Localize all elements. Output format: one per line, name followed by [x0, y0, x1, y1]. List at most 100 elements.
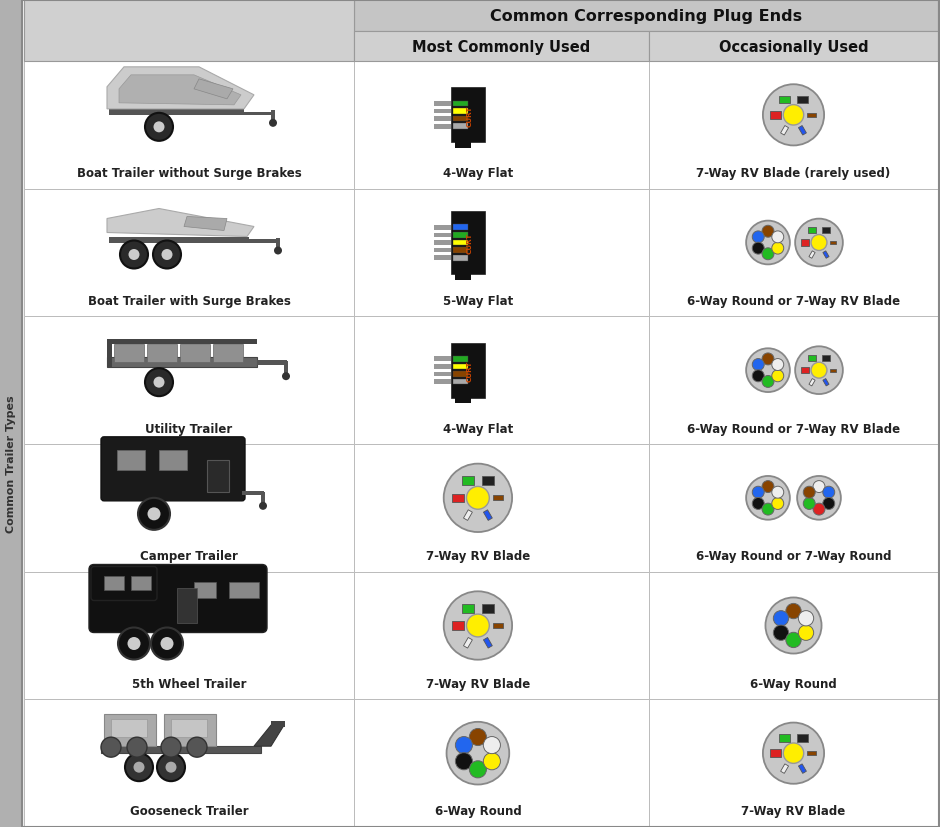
Circle shape: [762, 376, 774, 388]
Circle shape: [161, 638, 174, 650]
Text: 5th Wheel Trailer: 5th Wheel Trailer: [132, 677, 246, 690]
Circle shape: [772, 370, 784, 382]
Circle shape: [822, 486, 835, 499]
Bar: [649, 444, 938, 572]
Bar: [207, 461, 229, 492]
Polygon shape: [462, 605, 474, 613]
Bar: [354, 444, 649, 572]
Text: 6-Way Round or 7-Way RV Blade: 6-Way Round or 7-Way RV Blade: [687, 294, 901, 308]
Circle shape: [772, 359, 784, 371]
Circle shape: [746, 222, 790, 265]
Polygon shape: [809, 379, 815, 386]
Circle shape: [752, 243, 764, 255]
Polygon shape: [463, 638, 473, 648]
Polygon shape: [254, 725, 284, 746]
Circle shape: [762, 353, 774, 366]
Polygon shape: [779, 734, 791, 742]
Bar: [453, 225, 468, 231]
Polygon shape: [809, 251, 815, 259]
Bar: [354, 189, 649, 317]
Circle shape: [797, 476, 841, 520]
Text: 6-Way Round: 6-Way Round: [750, 677, 837, 690]
Bar: [171, 719, 207, 738]
Circle shape: [813, 481, 825, 493]
Circle shape: [795, 347, 843, 394]
Polygon shape: [481, 476, 494, 485]
Bar: [194, 582, 216, 598]
Polygon shape: [494, 496, 503, 500]
Polygon shape: [798, 764, 807, 773]
Bar: [104, 715, 156, 746]
Polygon shape: [107, 209, 254, 237]
Circle shape: [259, 502, 267, 510]
Polygon shape: [807, 228, 816, 234]
Bar: [229, 582, 259, 598]
Bar: [434, 365, 451, 369]
Polygon shape: [830, 241, 837, 245]
Bar: [453, 248, 468, 254]
Polygon shape: [822, 356, 830, 361]
Circle shape: [101, 738, 121, 758]
Bar: [354, 317, 649, 444]
Bar: [24, 317, 354, 444]
Circle shape: [811, 235, 827, 251]
Polygon shape: [194, 79, 233, 100]
Bar: [434, 380, 451, 385]
Polygon shape: [830, 369, 837, 372]
Bar: [453, 256, 468, 261]
Circle shape: [128, 638, 140, 650]
Circle shape: [153, 241, 181, 269]
Bar: [107, 340, 112, 368]
Bar: [434, 110, 451, 114]
Text: 6-Way Round: 6-Way Round: [434, 805, 522, 818]
Polygon shape: [107, 68, 254, 110]
Bar: [453, 109, 468, 115]
Circle shape: [187, 738, 207, 758]
Polygon shape: [779, 97, 791, 104]
Text: Common Trailer Types: Common Trailer Types: [6, 394, 16, 532]
Bar: [451, 212, 484, 275]
Text: 7-Way RV Blade: 7-Way RV Blade: [426, 549, 530, 562]
Circle shape: [772, 243, 784, 255]
Bar: [434, 233, 451, 238]
Bar: [354, 572, 649, 700]
Text: 7-Way RV Blade: 7-Way RV Blade: [426, 677, 530, 690]
Bar: [455, 399, 471, 404]
Circle shape: [765, 598, 822, 654]
Bar: [24, 572, 354, 700]
Circle shape: [752, 359, 764, 371]
Circle shape: [153, 377, 164, 388]
Polygon shape: [822, 379, 829, 386]
Polygon shape: [452, 494, 464, 503]
Bar: [453, 124, 468, 130]
Circle shape: [774, 611, 789, 626]
Bar: [114, 345, 144, 363]
Text: Utility Trailer: Utility Trailer: [146, 422, 232, 435]
Circle shape: [165, 762, 177, 772]
Bar: [649, 700, 938, 827]
Bar: [453, 380, 468, 385]
Bar: [451, 88, 484, 143]
Circle shape: [763, 723, 824, 784]
Bar: [24, 62, 354, 189]
Circle shape: [783, 106, 804, 126]
Bar: [109, 237, 249, 243]
Circle shape: [783, 743, 804, 763]
Circle shape: [786, 633, 801, 648]
Circle shape: [752, 232, 764, 243]
Polygon shape: [807, 751, 816, 755]
Bar: [649, 317, 938, 444]
Bar: [453, 364, 468, 370]
Circle shape: [129, 250, 139, 261]
Polygon shape: [807, 356, 816, 361]
Bar: [649, 62, 938, 189]
Circle shape: [469, 729, 487, 746]
Text: 5-Way Flat: 5-Way Flat: [443, 294, 513, 308]
Polygon shape: [780, 127, 789, 136]
Text: Most Commonly Used: Most Commonly Used: [413, 40, 590, 55]
Text: CURT: CURT: [466, 105, 473, 127]
Polygon shape: [822, 251, 829, 259]
Circle shape: [446, 722, 509, 785]
Bar: [164, 715, 216, 746]
Circle shape: [118, 628, 150, 660]
